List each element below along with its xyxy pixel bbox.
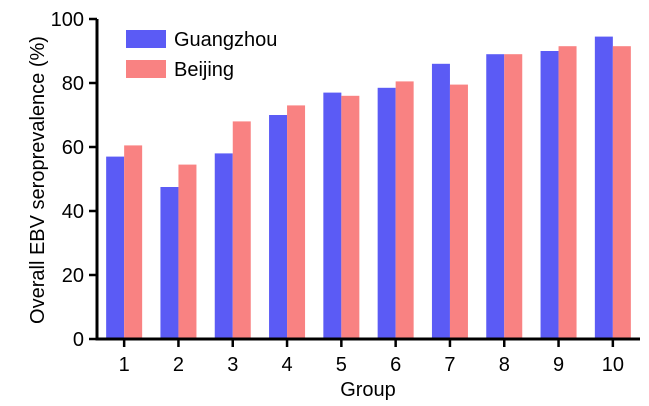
x-tick-label: 6: [390, 354, 401, 376]
legend-label-guangzhou: Guangzhou: [174, 29, 277, 51]
bar-guangzhou-group-10: [594, 36, 613, 339]
x-tick-label: 10: [602, 354, 624, 376]
bar-guangzhou-group-9: [540, 51, 559, 339]
bars-group: [106, 36, 631, 340]
bar-guangzhou-group-5: [323, 92, 342, 339]
x-tick-label: 2: [173, 354, 184, 376]
bar-guangzhou-group-7: [431, 63, 450, 340]
x-tick-label: 1: [119, 354, 130, 376]
bar-beijing-group-4: [287, 105, 306, 340]
x-ticks-group: 1 2 3 4 5 6 7 8 9 10: [119, 339, 624, 376]
bar-beijing-group-10: [612, 46, 631, 339]
bar-guangzhou-group-4: [269, 115, 288, 339]
bar-beijing-group-9: [558, 46, 577, 339]
x-tick-label: 9: [553, 354, 564, 376]
bar-guangzhou-group-8: [486, 54, 505, 339]
x-tick-label: 3: [227, 354, 238, 376]
bar-guangzhou-group-3: [214, 153, 233, 339]
y-ticks-group: 0 20 40 60 80 100: [51, 9, 97, 351]
bar-beijing-group-6: [395, 81, 414, 340]
y-tick-label: 20: [62, 265, 84, 287]
x-tick-label: 4: [281, 354, 292, 376]
x-axis-title: Group: [340, 379, 396, 401]
x-tick-label: 5: [336, 354, 347, 376]
bar-beijing-group-7: [449, 84, 468, 339]
bar-beijing-group-3: [232, 121, 251, 340]
legend-swatch-beijing: [126, 60, 166, 78]
x-tick-label: 8: [499, 354, 510, 376]
bar-guangzhou-group-6: [377, 87, 396, 339]
bar-beijing-group-2: [178, 164, 197, 339]
bar-guangzhou-group-1: [106, 156, 125, 339]
x-tick-label: 7: [444, 354, 455, 376]
legend-label-beijing: Beijing: [174, 59, 234, 81]
bar-guangzhou-group-2: [160, 187, 179, 339]
y-tick-label: 100: [51, 9, 84, 31]
legend-swatch-guangzhou: [126, 30, 166, 48]
y-tick-label: 80: [62, 73, 84, 95]
y-tick-label: 60: [62, 137, 84, 159]
y-axis-title: Overall EBV seroprevalence (%): [27, 36, 49, 324]
bar-beijing-group-8: [504, 54, 523, 339]
legend: Guangzhou Beijing: [126, 29, 277, 81]
y-tick-label: 40: [62, 201, 84, 223]
bar-beijing-group-1: [124, 145, 143, 339]
y-tick-label: 0: [73, 329, 84, 351]
bar-beijing-group-5: [341, 95, 360, 339]
